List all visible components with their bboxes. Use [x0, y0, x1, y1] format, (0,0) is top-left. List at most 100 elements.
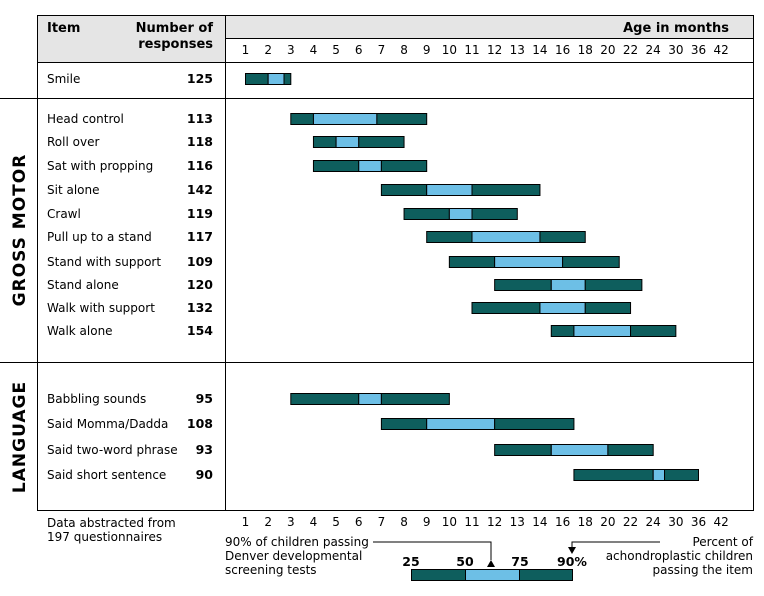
- milestone-rows: Smile 125 Head control 113 Roll over 118 Sat w…: [47, 71, 700, 482]
- axis-tick-label: 2: [264, 515, 272, 529]
- milestone-row: Stand alone 120: [47, 277, 643, 292]
- axis-tick-label: 30: [668, 515, 683, 529]
- axis-tick-label: 1: [242, 515, 250, 529]
- axis-tick-label: 24: [646, 43, 661, 57]
- axis-tick-label: 12: [487, 43, 502, 57]
- axis-tick-label: 10: [442, 43, 457, 57]
- axis-tick-label: 8: [400, 43, 408, 57]
- legend-label-50: 50: [456, 554, 474, 569]
- bar-segment-75-90: [358, 136, 405, 148]
- bar-segment-75-90: [607, 444, 654, 456]
- percent-connector-line: [571, 541, 660, 547]
- axis-tick-label: 6: [355, 43, 363, 57]
- axis-tick-label: 3: [287, 43, 295, 57]
- denver-connector-line: [373, 541, 492, 560]
- axis-tick-label: 22: [623, 515, 638, 529]
- milestone-item-label: Stand alone: [47, 278, 119, 292]
- bar-segment-75-90: [471, 184, 541, 196]
- percent-note-line3: passing the item: [653, 563, 753, 577]
- bar-segment-50-75: [494, 256, 564, 268]
- section-label-gross-motor: GROSS MOTOR: [10, 154, 30, 307]
- axis-tick-label: 20: [600, 515, 615, 529]
- bar-segment-75-90: [630, 325, 677, 337]
- response-count: 117: [187, 229, 213, 244]
- response-count: 109: [187, 254, 213, 269]
- percent-note-line1: Percent of: [692, 535, 753, 549]
- axis-tick-label: 11: [464, 43, 479, 57]
- header-item-bg: [37, 15, 225, 62]
- axis-tick-label: 12: [487, 515, 502, 529]
- milestone-row: Head control 113: [47, 111, 428, 126]
- axis-tick-label: 14: [532, 515, 547, 529]
- bar-segment-50-75: [335, 136, 360, 148]
- legend-segment-25-50: [411, 569, 466, 581]
- milestone-row: Said short sentence 90: [47, 467, 700, 482]
- bar-segment-75-90: [471, 208, 518, 220]
- bar-segment-50-75: [358, 160, 382, 172]
- bar-segment-50-75: [267, 73, 285, 85]
- denver-note-line2: Denver developmental: [225, 549, 362, 563]
- legend-bar: [411, 569, 573, 581]
- bar-segment-50-75: [426, 184, 473, 196]
- response-count: 90: [196, 467, 214, 482]
- header-age-bg: [225, 15, 753, 38]
- percent-note-line2: achondroplastic children: [606, 549, 753, 563]
- response-count: 108: [187, 416, 213, 431]
- legend-segment-50-75: [465, 569, 520, 581]
- header-age-label: Age in months: [623, 21, 729, 36]
- axis-tick-label: 3: [287, 515, 295, 529]
- milestone-row: Pull up to a stand 117: [47, 229, 586, 244]
- axis-tick-label: 36: [691, 515, 706, 529]
- bar-segment-75-90: [380, 393, 450, 405]
- denver-marker-triangle: [487, 560, 495, 567]
- axis-tick-label: 30: [668, 43, 683, 57]
- response-count: 119: [187, 206, 213, 221]
- source-note-line1: Data abstracted from: [47, 516, 176, 530]
- milestone-item-label: Stand with support: [47, 255, 161, 269]
- axis-tick-label: 8: [400, 515, 408, 529]
- milestone-item-label: Said Momma/Dadda: [47, 417, 168, 431]
- axis-tick-label: 20: [600, 43, 615, 57]
- milestone-row: Babbling sounds 95: [47, 391, 450, 406]
- milestone-item-label: Sat with propping: [47, 159, 153, 173]
- milestone-item-label: Said two-word phrase: [47, 443, 178, 457]
- axis-tick-label: 42: [714, 515, 729, 529]
- milestone-row: Sit alone 142: [47, 182, 541, 197]
- bar-segment-50-75: [550, 279, 586, 291]
- axis-tick-label: 13: [510, 43, 525, 57]
- axis-tick-label: 24: [646, 515, 661, 529]
- axis-tick-label: 9: [423, 515, 431, 529]
- bar-segment-25-50: [290, 113, 314, 125]
- axis-tick-label: 18: [578, 43, 593, 57]
- response-count: 132: [187, 300, 213, 315]
- axis-tick-label: 16: [555, 43, 570, 57]
- table-border: [37, 15, 754, 511]
- axis-tick-label: 9: [423, 43, 431, 57]
- milestone-item-label: Roll over: [47, 135, 99, 149]
- axis-tick-label: 10: [442, 515, 457, 529]
- bar-segment-75-90: [539, 231, 586, 243]
- milestone-item-label: Head control: [47, 112, 124, 126]
- response-count: 120: [187, 277, 213, 292]
- response-count: 142: [187, 182, 213, 197]
- bar-segment-25-50: [290, 393, 360, 405]
- bar-segment-25-50: [403, 208, 450, 220]
- axis-tick-label: 7: [378, 515, 386, 529]
- bar-segment-50-75: [573, 325, 632, 337]
- milestone-item-label: Walk with support: [47, 301, 155, 315]
- axis-tick-label: 11: [464, 515, 479, 529]
- section-label-language: LANGUAGE: [10, 381, 30, 493]
- denver-note-line3: screening tests: [225, 563, 317, 577]
- axis-tick-label: 6: [355, 515, 363, 529]
- bar-segment-25-50: [312, 136, 337, 148]
- bar-segment-25-50: [573, 469, 654, 481]
- bar-segment-75-90: [664, 469, 700, 481]
- legend-label-75: 75: [511, 554, 528, 569]
- bar-segment-25-50: [245, 73, 269, 85]
- bar-segment-25-50: [426, 231, 473, 243]
- milestone-row: Walk with support 132: [47, 300, 632, 315]
- milestone-item-label: Pull up to a stand: [47, 230, 152, 244]
- bar-segment-50-75: [471, 231, 541, 243]
- axis-tick-label: 13: [510, 515, 525, 529]
